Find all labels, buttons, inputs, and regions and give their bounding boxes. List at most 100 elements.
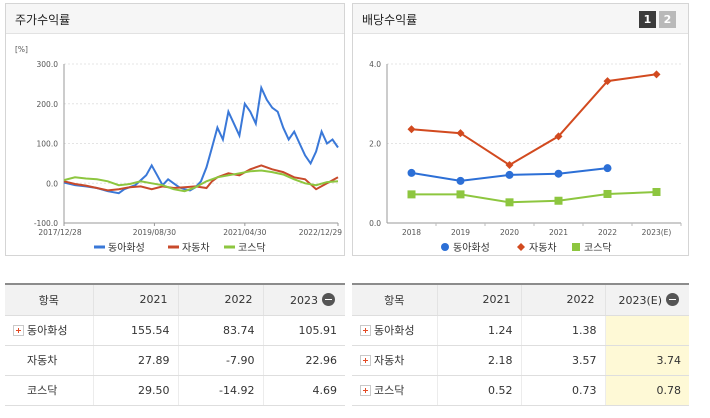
table-row: 동아화성 1.24 1.38 bbox=[352, 315, 689, 346]
dividend-yield-table: 항목 2021 2022 2023(E) 동아화성 1.24 1.38 자동차 … bbox=[352, 283, 689, 406]
header-item: 항목 bbox=[5, 283, 94, 316]
page-1-button[interactable]: 1 bbox=[639, 11, 656, 28]
x-tick-label: 2021 bbox=[549, 228, 568, 237]
dividend-yield-panel: 배당수익률 1 2 4.0 2.0 0.0 2018 2019 2020 2021 2022 2… bbox=[352, 3, 689, 256]
chart-page-buttons: 1 2 bbox=[639, 11, 676, 28]
collapse-icon[interactable] bbox=[322, 292, 335, 306]
y-tick-label: 4.0 bbox=[369, 60, 381, 69]
cell-2021: 1.24 bbox=[437, 315, 522, 346]
x-tick-label: 2017/12/28 bbox=[38, 228, 81, 237]
series-line-0 bbox=[63, 84, 339, 195]
row-item-label: 자동차 bbox=[27, 354, 58, 367]
cell-2022: -7.90 bbox=[178, 345, 264, 376]
y-unit-label: [%] bbox=[15, 45, 28, 54]
data-point bbox=[505, 198, 514, 207]
legend-label: 동아화성 bbox=[108, 242, 145, 254]
data-point bbox=[407, 190, 416, 199]
y-tick-label: 2.0 bbox=[369, 140, 381, 149]
expand-plus-icon[interactable] bbox=[360, 385, 371, 396]
y-tick-label: -100.0 bbox=[34, 219, 58, 228]
table-row: 코스닥 0.52 0.73 0.78 bbox=[352, 375, 689, 406]
data-point bbox=[554, 169, 563, 178]
y-tick-label: 300.0 bbox=[37, 60, 59, 69]
x-tick-label: 2019 bbox=[451, 228, 470, 237]
x-tick-label: 2021/04/30 bbox=[223, 228, 266, 237]
series-line-2 bbox=[63, 169, 339, 193]
row-item-label: 코스닥 bbox=[27, 384, 58, 397]
cell-2021: 155.54 bbox=[93, 315, 179, 346]
data-point bbox=[603, 77, 612, 86]
x-tick-label: 2023(E) bbox=[642, 228, 672, 237]
cell-2023e: 3.74 bbox=[605, 345, 689, 376]
row-item-label: 동아화성 bbox=[27, 324, 68, 337]
header-2023e-label: 2023(E) bbox=[618, 293, 662, 307]
header-2022: 2022 bbox=[521, 283, 606, 316]
data-point bbox=[505, 160, 514, 169]
y-tick-label: 0.0 bbox=[46, 179, 58, 188]
table-row: 동아화성 155.54 83.74 105.91 bbox=[5, 315, 345, 346]
expand-plus-icon[interactable] bbox=[360, 355, 371, 366]
dividend-yield-chart: 4.0 2.0 0.0 2018 2019 2020 2021 2022 2023(E) 동아화성… bbox=[369, 60, 682, 254]
row-item: 동아화성 bbox=[5, 315, 94, 346]
stock-return-table: 항목 2021 2022 2023 동아화성 155.54 83.74 105.… bbox=[5, 283, 345, 406]
data-point bbox=[652, 70, 661, 79]
legend-swatch bbox=[572, 243, 580, 251]
cell-2022: 1.38 bbox=[521, 315, 606, 346]
cell-2023e: 0.78 bbox=[605, 375, 689, 406]
dividend-yield-header: 배당수익률 1 2 bbox=[353, 4, 688, 34]
y-tick-label: 100.0 bbox=[37, 140, 59, 149]
row-item: 자동차 bbox=[5, 345, 94, 376]
legend-label: 코스닥 bbox=[238, 242, 266, 254]
header-2022: 2022 bbox=[178, 283, 264, 316]
header-2023-label: 2023 bbox=[290, 293, 318, 307]
table-header-row: 항목 2021 2022 2023(E) bbox=[352, 283, 689, 316]
series-line-1 bbox=[63, 164, 339, 192]
cell-2022: 83.74 bbox=[178, 315, 264, 346]
row-item-label: 자동차 bbox=[374, 354, 405, 367]
data-point bbox=[407, 125, 416, 134]
data-point bbox=[505, 170, 514, 179]
dividend-yield-title: 배당수익률 bbox=[362, 13, 418, 27]
row-item: 코스닥 bbox=[5, 375, 94, 406]
legend-label: 코스닥 bbox=[584, 242, 612, 254]
legend-label: 자동차 bbox=[182, 242, 210, 254]
stock-return-header: 주가수익률 bbox=[6, 4, 344, 34]
page-2-button[interactable]: 2 bbox=[659, 11, 676, 28]
y-tick-label: 200.0 bbox=[37, 100, 59, 109]
header-item: 항목 bbox=[352, 283, 438, 316]
x-tick-label: 2022 bbox=[598, 228, 617, 237]
cell-2023: 22.96 bbox=[263, 345, 345, 376]
y-tick-label: 0.0 bbox=[369, 219, 381, 228]
cell-2021: 2.18 bbox=[437, 345, 522, 376]
table-header-row: 항목 2021 2022 2023 bbox=[5, 283, 345, 316]
cell-2021: 0.52 bbox=[437, 375, 522, 406]
row-item: 자동차 bbox=[352, 345, 438, 376]
x-tick-label: 2018 bbox=[402, 228, 421, 237]
data-point bbox=[407, 168, 416, 177]
header-2023e: 2023(E) bbox=[605, 283, 689, 316]
x-tick-label: 2022/12/29 bbox=[299, 228, 342, 237]
collapse-icon[interactable] bbox=[666, 292, 679, 306]
expand-plus-icon[interactable] bbox=[13, 325, 24, 336]
legend-label: 자동차 bbox=[529, 242, 557, 254]
data-point bbox=[554, 196, 563, 205]
data-point bbox=[456, 129, 465, 138]
row-item: 코스닥 bbox=[352, 375, 438, 406]
legend-swatch bbox=[441, 243, 449, 251]
table-row: 코스닥 29.50 -14.92 4.69 bbox=[5, 375, 345, 406]
row-item-label: 코스닥 bbox=[374, 384, 405, 397]
row-item-label: 동아화성 bbox=[374, 324, 415, 337]
legend-swatch bbox=[517, 243, 525, 251]
row-item: 동아화성 bbox=[352, 315, 438, 346]
header-2021: 2021 bbox=[437, 283, 522, 316]
expand-plus-icon[interactable] bbox=[360, 325, 371, 336]
cell-2022: -14.92 bbox=[178, 375, 264, 406]
cell-2023e bbox=[605, 315, 689, 346]
series-line-2 bbox=[411, 191, 657, 204]
header-2023: 2023 bbox=[263, 283, 345, 316]
data-point bbox=[554, 132, 563, 141]
cell-2023: 4.69 bbox=[263, 375, 345, 406]
header-2021: 2021 bbox=[93, 283, 179, 316]
x-tick-label: 2020 bbox=[500, 228, 519, 237]
data-point bbox=[603, 164, 612, 173]
